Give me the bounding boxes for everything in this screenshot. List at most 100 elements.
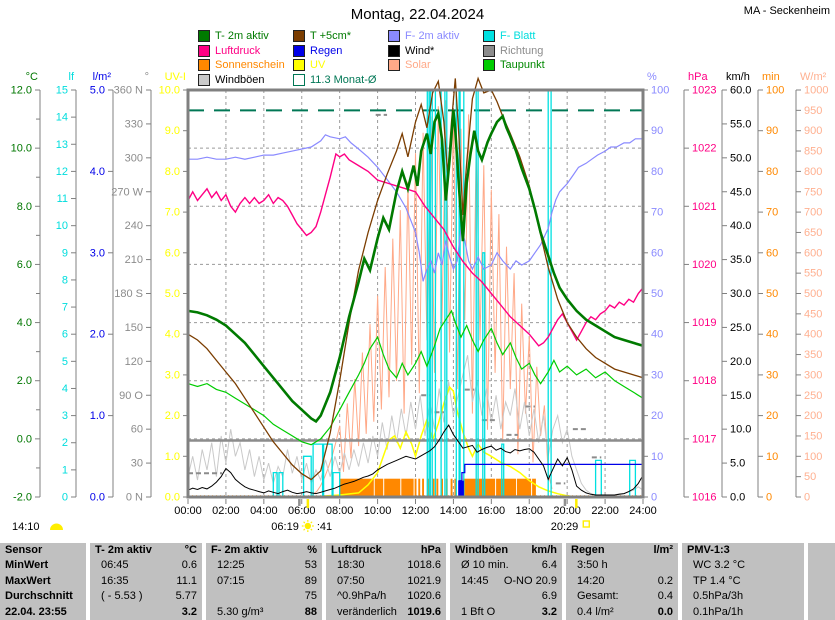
table-row: Luftdruck hPa	[326, 543, 446, 558]
legend-color-swatch	[483, 44, 495, 57]
axis-label: 4.0	[17, 317, 32, 329]
sun-ray	[310, 521, 313, 524]
legend-item-luftdruck: Luftdruck	[198, 44, 260, 57]
axis-label: 100	[766, 85, 784, 97]
series-f-2m-aktiv	[188, 134, 643, 282]
legend-item-f-2m-aktiv: F- 2m aktiv	[388, 30, 459, 42]
legend-item-label: F- Blatt	[500, 30, 536, 42]
axis-label: 0	[766, 492, 772, 504]
legend-color-swatch	[293, 73, 305, 86]
table-cell	[95, 605, 101, 620]
axis-label: 0 N	[126, 492, 143, 504]
table-cell	[211, 589, 217, 604]
axis-label: 11	[57, 193, 68, 205]
axis-label: 450	[804, 308, 822, 320]
axis-label: 55.0	[730, 118, 751, 130]
axis-label: 2.0	[17, 375, 32, 387]
axis-label: 10:00	[364, 505, 392, 517]
axis-label: 16:00	[478, 505, 506, 517]
table-row: 12:25 53	[206, 558, 322, 573]
stats-column-windb-en: Windböen km/h Ø 10 min. 6.4 14:45 O-NO 20.9 6.…	[450, 543, 562, 620]
axis-label: 12	[56, 166, 68, 178]
legend-color-swatch	[293, 59, 305, 71]
legend-item-f-blatt: F- Blatt	[483, 30, 535, 42]
table-row: 07:50 1021.9	[326, 574, 446, 589]
table-cell: 0.0	[657, 605, 673, 618]
axis-label: 10	[56, 220, 68, 232]
table-row: Durchschnitt	[0, 589, 86, 604]
table-row: Regen l/m²	[566, 543, 678, 558]
legend-item-regen: Regen	[293, 44, 342, 57]
axis-label: 60	[766, 247, 778, 259]
table-cell: O-NO 20.9	[503, 574, 557, 587]
table-row: TP 1.4 °C	[682, 574, 804, 589]
axis-label: UV-I	[165, 71, 186, 83]
table-row: 3.2	[90, 605, 202, 620]
series-sonnenschein-bar	[432, 478, 435, 497]
table-cell: F- 2m aktiv	[211, 544, 269, 556]
axis-label: W/m²	[800, 71, 827, 83]
axis-label: 1023	[692, 85, 716, 97]
axis-label: 06:00	[288, 505, 316, 517]
axis-label: 15.0	[730, 390, 751, 402]
axis-label: 0	[62, 492, 68, 504]
legend-color-swatch	[198, 30, 210, 42]
table-cell: 6.9	[541, 590, 557, 603]
axis-label: 750	[804, 186, 822, 198]
axis-label: 00:00	[174, 505, 202, 517]
daylength-halfsun-icon	[50, 523, 63, 530]
table-cell: veränderlich	[337, 605, 397, 618]
axis-label: 60.0	[730, 85, 751, 97]
legend-color-swatch	[388, 59, 400, 71]
stats-column-spacer	[808, 543, 835, 620]
table-cell: 3.2	[541, 605, 557, 618]
legend-item-solar: Solar	[388, 59, 431, 71]
table-cell: 88	[304, 605, 317, 618]
axis-label: 40	[766, 329, 778, 341]
axis-label: 5.0	[165, 288, 180, 300]
axis-label: 20.0	[730, 356, 751, 368]
twilight-marker	[563, 499, 567, 506]
axis-label: 50.0	[730, 152, 751, 164]
table-row: MaxWert	[0, 574, 86, 589]
series-sonnenschein-bar	[454, 478, 457, 497]
axis-label: 240	[125, 220, 143, 232]
table-row: 0.4 l/m² 0.0	[566, 605, 678, 620]
legend-color-swatch	[388, 44, 400, 57]
table-cell: 1 Bft O	[461, 605, 496, 618]
series-wind	[187, 424, 644, 496]
series-f-blatt-step	[302, 455, 312, 497]
legend-item-label: Solar	[405, 59, 431, 71]
axis-label: 120	[125, 356, 143, 368]
table-cell: Sensor	[5, 544, 43, 556]
axis-label: 50	[804, 471, 816, 483]
axis-label: 850	[804, 146, 822, 158]
sunrise-sun-icon	[304, 522, 312, 530]
table-cell: 0.5hPa/3h	[693, 590, 744, 603]
axis-label: 250	[804, 390, 822, 402]
legend-item-label: Taupunkt	[500, 59, 545, 71]
legend-item-sonnenschein: Sonnenschein	[198, 59, 285, 71]
series-taupunkt	[187, 309, 644, 446]
legend-color-swatch	[483, 59, 495, 71]
table-cell: Gesamt:	[577, 590, 619, 603]
axis-label: :41	[317, 521, 332, 533]
axis-label: 8.0	[165, 166, 180, 178]
table-cell: 1018.6	[407, 559, 441, 572]
axis-label: 0.0	[90, 492, 105, 504]
table-cell: 1019.6	[407, 605, 441, 618]
legend-item-11-3-monat: 11.3 Monat-Ø	[293, 73, 376, 86]
table-cell	[455, 589, 461, 604]
axis-label: 8	[62, 274, 68, 286]
table-row: Ø 10 min. 6.4	[450, 558, 562, 573]
legend-color-swatch	[198, 44, 210, 57]
axis-label: 25.0	[730, 322, 751, 334]
table-row: 14:20 0.2	[566, 574, 678, 589]
legend-item-label: Richtung	[500, 44, 544, 57]
axis-label: 300	[125, 152, 143, 164]
axis-label: 30	[651, 369, 663, 381]
axis-label: 1021	[692, 201, 716, 213]
stats-column-luftdruck: Luftdruck hPa 18:30 1018.6 07:50 1021.9 ^0.9hP…	[326, 543, 446, 620]
axis-label: 5.0	[90, 85, 105, 97]
axis-label: 10.0	[159, 85, 180, 97]
